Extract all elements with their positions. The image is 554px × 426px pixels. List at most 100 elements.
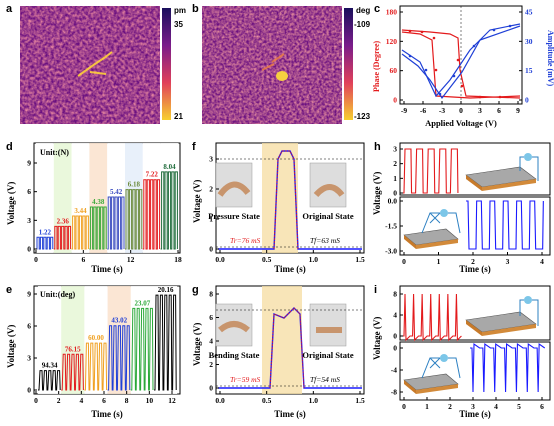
polarity-chart-i: 0 1 2 3 4 5 6 0 4 8 -8 -4 0 Voltage (V) Time (s) (372, 285, 551, 419)
afm-height-map (20, 6, 160, 124)
panel-label: f (192, 141, 196, 153)
voltage-trace (84, 342, 108, 391)
peak-value: 43.02 (111, 317, 127, 325)
voltage-trace (154, 294, 177, 391)
x-tick-label: 0 (402, 402, 406, 411)
panel-f: f Pressure State Original State Tr=76 mS… (190, 135, 370, 275)
rise-time: Tr=76 mS (230, 236, 261, 245)
y-axis-label: Voltage (V) (192, 180, 202, 223)
afm-phase-map (202, 6, 342, 124)
x-axis-label: Time (s) (274, 264, 306, 274)
amplitude-points (408, 24, 512, 96)
state-left: Pressure State (208, 211, 260, 221)
device-illustration-top (465, 153, 539, 191)
unit-label: Unit:(N) (40, 148, 69, 157)
y-axis-label: Voltage (V) (372, 317, 382, 360)
x-tick-label: 0 (459, 106, 463, 115)
panel-label: c (374, 3, 381, 15)
y-tick-label: 6 (209, 313, 213, 322)
colorbar-min: -123 (354, 112, 371, 121)
x-tick-label: 3 (506, 257, 510, 266)
x-tick-label: 2 (57, 396, 61, 405)
colorbar-max: -109 (354, 20, 371, 29)
x-tick-label: 1.5 (355, 255, 365, 264)
y-tick-label: 6 (27, 187, 31, 196)
x-axis-label: Time (s) (274, 409, 306, 419)
bending-response-chart: Bending State Original State Tr=59 mS Tf… (192, 285, 365, 419)
x-axis-label: Applied Voltage (V) (425, 118, 497, 128)
y-tick-label: 0.0 (388, 197, 398, 206)
panel-g: g Bending State Original State Tr=59 mS … (190, 280, 370, 421)
x-tick-label: 4 (540, 257, 544, 266)
x-axis-label: Time (s) (459, 264, 491, 274)
voltage-trace (160, 171, 178, 250)
force-step-chart: 1.22 2.36 3.44 4.38 5.42 6.18 7.22 8.04 0 6 12 18 0… (6, 142, 182, 274)
x-tick-label: 1 (425, 402, 429, 411)
voltage-trace (470, 342, 546, 393)
y-tick-label: 0 (393, 332, 397, 341)
voltage-trace (71, 215, 89, 250)
unit-label: Unit:(deg) (40, 290, 75, 299)
x-tick-label: 1.0 (309, 396, 319, 405)
x-tick-label: 0.0 (215, 255, 225, 264)
voltage-trace (125, 189, 143, 250)
y-axis-label: Voltage (V) (372, 172, 382, 215)
segment-band (107, 143, 125, 253)
x-tick-label: 0.5 (262, 255, 272, 264)
y-axis-label: Voltage (V) (6, 182, 16, 225)
panel-a: a pm 35 21 (0, 0, 186, 130)
segment-band (38, 286, 62, 394)
x-tick-label: 3 (471, 402, 475, 411)
y-tick-label: 3 (27, 354, 31, 363)
x-tick-label: 6 (540, 402, 544, 411)
segment-band (71, 143, 90, 253)
y-tick-label: 1 (393, 174, 397, 183)
x-tick-label: 10 (146, 396, 154, 405)
y-tick-label: 0 (393, 344, 397, 353)
y-tick-label: 1 (209, 215, 213, 224)
voltage-trace (107, 196, 125, 250)
panel-c: c -9 -6 -3 0 3 6 9 0 60 120 180 0 15 30 45 Phase (Degr… (370, 0, 554, 130)
y-tick-label: 8 (209, 290, 213, 299)
peak-value: 23.07 (135, 299, 151, 307)
y-tick-label: 0 (27, 245, 31, 254)
voltage-trace (466, 200, 544, 250)
phase-series (401, 29, 521, 99)
x-tick-label: -6 (420, 106, 426, 115)
x-tick-label: 9 (516, 106, 520, 115)
x-tick-label: 6 (497, 106, 501, 115)
x-tick-label: 8 (125, 396, 129, 405)
y-tick-label: 3 (393, 145, 397, 154)
peak-value: 6.18 (128, 181, 141, 189)
fall-time: Tf=63 mS (310, 236, 340, 245)
x-tick-label: 2 (471, 257, 475, 266)
colorbar-unit: pm (174, 6, 186, 15)
y-tick-label: 3 (209, 155, 213, 164)
voltage-trace (38, 370, 61, 391)
peak-value: 1.22 (39, 228, 52, 236)
y-tick-label: 4 (209, 337, 213, 346)
x-tick-label: 3 (478, 106, 482, 115)
y-tick-label: 45 (525, 8, 533, 17)
rise-time: Tr=59 mS (230, 375, 261, 384)
x-tick-label: 1.5 (355, 396, 365, 405)
y-tick-label: 2 (393, 159, 397, 168)
y-tick-label: 0 (525, 96, 529, 105)
x-axis-label: Time (s) (91, 264, 123, 274)
x-tick-label: -9 (401, 106, 407, 115)
panel-label: h (374, 141, 381, 153)
y-tick-label: 30 (525, 37, 533, 46)
x-tick-label: 2 (448, 402, 452, 411)
y-axis-label-right: Amplitude (mV) (546, 30, 554, 87)
state-left: Bending State (209, 350, 260, 360)
voltage-trace (402, 148, 459, 194)
x-tick-label: 4 (79, 396, 83, 405)
x-tick-label: 0 (34, 255, 38, 264)
y-tick-label: 0 (209, 384, 213, 393)
x-tick-label: 1.0 (309, 255, 319, 264)
y-tick-label: 120 (386, 37, 398, 46)
panel-label: d (6, 141, 13, 153)
peak-value: 5.42 (110, 188, 123, 196)
y-axis-label-left: Phase (Degree) (372, 41, 381, 93)
